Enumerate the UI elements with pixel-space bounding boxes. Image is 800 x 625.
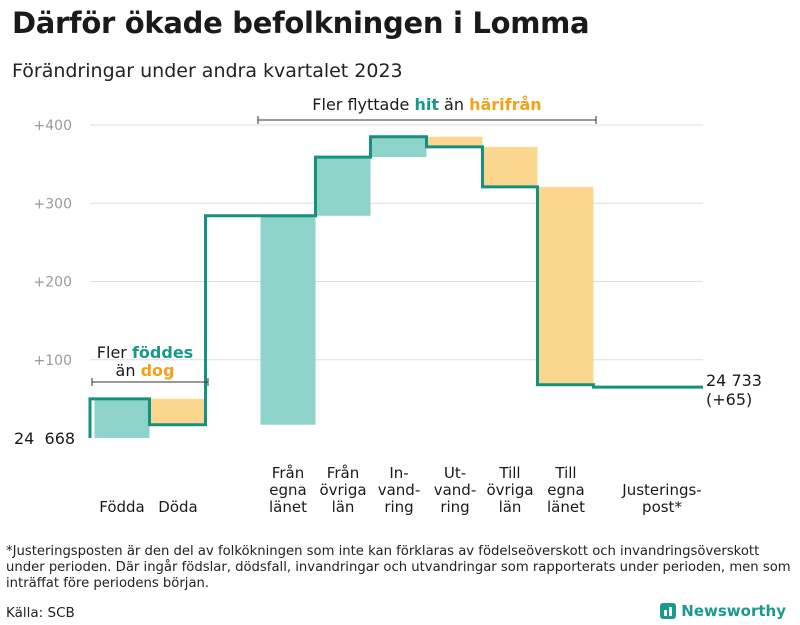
end-value-label: 24 733 (706, 371, 762, 390)
x-label-födda: Födda (99, 498, 145, 516)
y-tick-label-300: +300 (34, 196, 72, 212)
x-label-till-övriga-län: Till övriga län (486, 464, 533, 516)
bar-döda (150, 398, 206, 425)
running-total-line (88, 135, 703, 438)
births-annotation-line1: Fler föddes (97, 343, 193, 362)
bar-invandring (371, 136, 427, 158)
newsworthy-logo: Newsworthy (660, 602, 786, 620)
source-label: Källa: SCB (6, 605, 75, 621)
x-label-justeringspost: Justerings-post* (621, 481, 701, 516)
end-change-label: (+65) (706, 390, 752, 409)
chart-title: Därför ökade befolkningen i Lomma (12, 6, 590, 40)
y-tick-label-100: +100 (34, 353, 72, 369)
x-label-döda: Döda (158, 498, 197, 516)
waterfall-chart: +100 +200 +300 +400 Fler föddes än dog Fler… (14, 95, 762, 516)
bar-födda (94, 398, 150, 438)
migration-annotation: Fler flyttade hit än härifrån (312, 95, 541, 114)
x-label-från-övriga-län: Från övriga län (319, 464, 366, 516)
bar-till-egna-länet (538, 186, 594, 385)
x-label-från-egna-länet: Från egna länet (269, 464, 307, 516)
bar-till-övriga-län (482, 146, 538, 187)
migration-annotation-bracket (257, 116, 597, 124)
x-label-invandring: In-vand-ring (378, 464, 421, 516)
bar-från-övriga-län (315, 157, 371, 216)
y-tick-label-400: +400 (34, 118, 72, 134)
bar-utvandring (427, 136, 483, 147)
chart-subtitle: Förändringar under andra kvartalet 2023 (12, 60, 403, 82)
footnote: *Justeringsposten är den del av folkökni… (6, 544, 791, 591)
x-label-utvandring: Ut-vand-ring (434, 464, 477, 516)
start-value-label: 24 668 (14, 429, 75, 448)
x-label-till-egna-länet: Till egna länet (547, 464, 585, 516)
y-tick-label-200: +200 (34, 275, 72, 291)
bar-chart-icon (660, 603, 677, 619)
births-annotation-line2: än dog (116, 361, 175, 380)
bar-från-egna-länet (260, 215, 316, 425)
births-annotation-bracket (91, 378, 209, 386)
brand-name: Newsworthy (681, 602, 786, 620)
